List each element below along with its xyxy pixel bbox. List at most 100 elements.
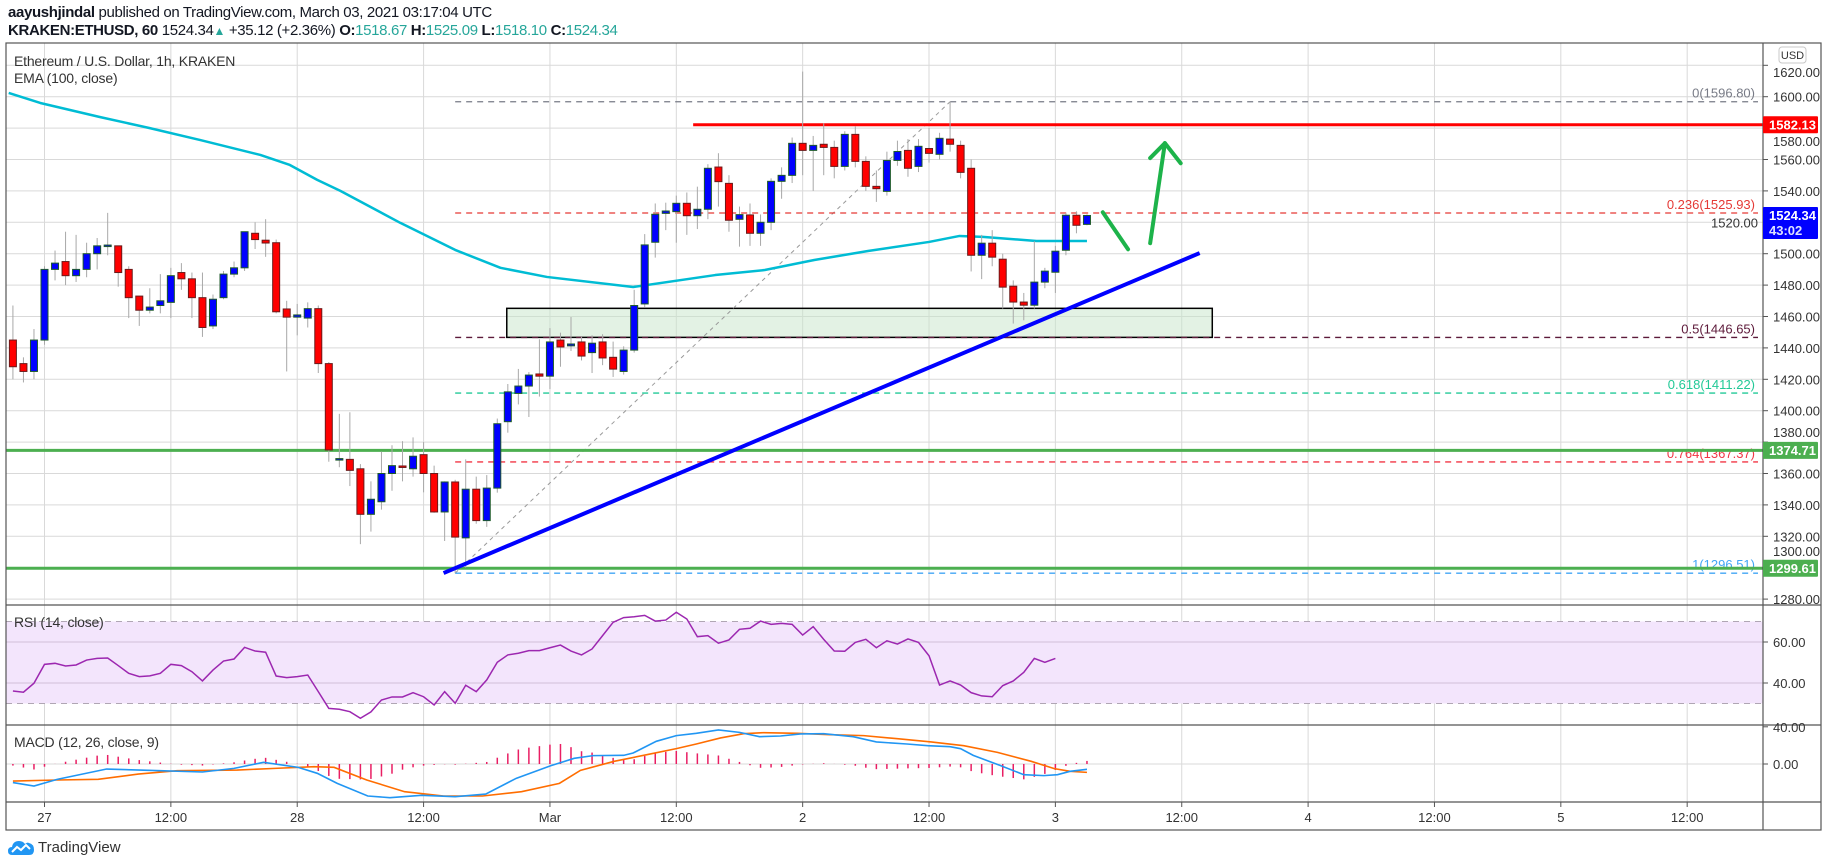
candle-up[interactable] [588,342,597,354]
candle-down[interactable] [356,468,365,515]
candle-up[interactable] [93,245,102,255]
candle-up[interactable] [1082,214,1091,225]
candle-down[interactable] [819,143,828,148]
candle-down[interactable] [251,232,260,241]
candle-down[interactable] [556,339,565,348]
candle-up[interactable] [387,465,396,474]
candle-down[interactable] [967,167,976,256]
candle-down[interactable] [988,242,997,258]
candle-up[interactable] [335,458,344,461]
candle-down[interactable] [282,308,291,318]
candle-up[interactable] [51,262,60,270]
candle-down[interactable] [714,166,723,183]
macd-legend[interactable]: MACD (12, 26, close, 9) [14,734,159,750]
ema-legend[interactable]: EMA (100, close) [14,70,118,86]
candle-down[interactable] [903,149,912,169]
candle-down[interactable] [1019,301,1028,306]
candle-up[interactable] [72,268,81,277]
candle-up[interactable] [82,253,91,270]
pullback-arrow-stroke[interactable] [1100,210,1131,252]
candle-down[interactable] [598,341,607,359]
upside-arrow-head-icon[interactable] [1148,141,1183,166]
candle-down[interactable] [830,146,839,167]
candle-up[interactable] [1040,270,1049,283]
candle-up[interactable] [640,244,649,305]
candle-down[interactable] [324,363,333,451]
candle-up[interactable] [514,385,523,394]
candle-down[interactable] [8,339,17,368]
candle-up[interactable] [619,349,628,372]
macd-pane[interactable] [6,729,1763,799]
candle-up[interactable] [440,481,449,513]
candle-down[interactable] [998,258,1007,288]
candle-down[interactable] [535,373,544,377]
candle-up[interactable] [693,208,702,217]
candle-down[interactable] [398,465,407,468]
candle-up[interactable] [630,305,639,351]
candle-up[interactable] [977,242,986,256]
candle-down[interactable] [946,138,955,145]
candle-up[interactable] [893,150,902,161]
currency-button[interactable] [1778,46,1807,64]
candle-up[interactable] [303,308,312,319]
candle-down[interactable] [187,278,196,299]
candle-up[interactable] [503,391,512,423]
candle-up[interactable] [240,231,249,269]
candle-down[interactable] [419,454,428,475]
author-name[interactable]: aayushjindal [8,4,95,21]
candle-down[interactable] [682,202,691,217]
candle-down[interactable] [430,473,439,513]
candle-up[interactable] [914,145,923,167]
candle-up[interactable] [103,244,112,248]
candle-up[interactable] [777,174,786,182]
candle-up[interactable] [1030,281,1039,306]
candle-down[interactable] [724,182,733,221]
candle-up[interactable] [145,306,154,311]
candle-up[interactable] [461,488,470,539]
candle-down[interactable] [135,295,144,311]
candle-up[interactable] [651,213,660,243]
candle-up[interactable] [29,339,38,372]
candle-down[interactable] [114,245,123,274]
candle-up[interactable] [377,473,386,503]
candle-down[interactable] [746,214,755,234]
candle-up[interactable] [703,167,712,210]
candle-down[interactable] [925,148,934,154]
support-zone-box[interactable] [506,307,1214,339]
candle-up[interactable] [409,455,418,470]
candle-up[interactable] [524,374,533,387]
candle-down[interactable] [272,242,281,313]
candle-up[interactable] [567,343,575,347]
candle-up[interactable] [230,267,239,275]
tradingview-logo[interactable]: TradingView [8,838,121,856]
candle-down[interactable] [61,261,70,277]
candle-down[interactable] [177,272,186,280]
candle-up[interactable] [735,214,744,220]
candle-down[interactable] [798,142,807,151]
candle-down[interactable] [1009,285,1018,303]
candle-up[interactable] [219,273,228,299]
candle-up[interactable] [166,275,175,303]
candle-up[interactable] [493,423,502,489]
candle-up[interactable] [1051,250,1060,273]
main-legend[interactable]: Ethereum / U.S. Dollar, 1h, KRAKEN [14,53,236,69]
price-pane[interactable]: 0(1596.80) 0.236(1525.93) 0.5(1446.65) 0.61… [6,71,1763,575]
candle-up[interactable] [767,180,776,223]
candle-up[interactable] [840,133,849,167]
rsi-legend[interactable]: RSI (14, close) [14,614,104,630]
candle-up[interactable] [366,498,375,515]
candle-down[interactable] [451,481,460,538]
ascending-trend-line[interactable] [442,251,1201,575]
candle-down[interactable] [472,488,481,522]
upside-arrow-shaft[interactable] [1148,141,1167,246]
candle-down[interactable] [577,341,586,357]
candle-up[interactable] [882,159,891,192]
candle-down[interactable] [872,185,881,190]
candle-up[interactable] [661,210,670,214]
candle-down[interactable] [861,160,870,187]
candle-down[interactable] [609,356,618,370]
candle-up[interactable] [756,221,765,234]
candle-down[interactable] [19,363,28,372]
candle-up[interactable] [293,314,302,318]
